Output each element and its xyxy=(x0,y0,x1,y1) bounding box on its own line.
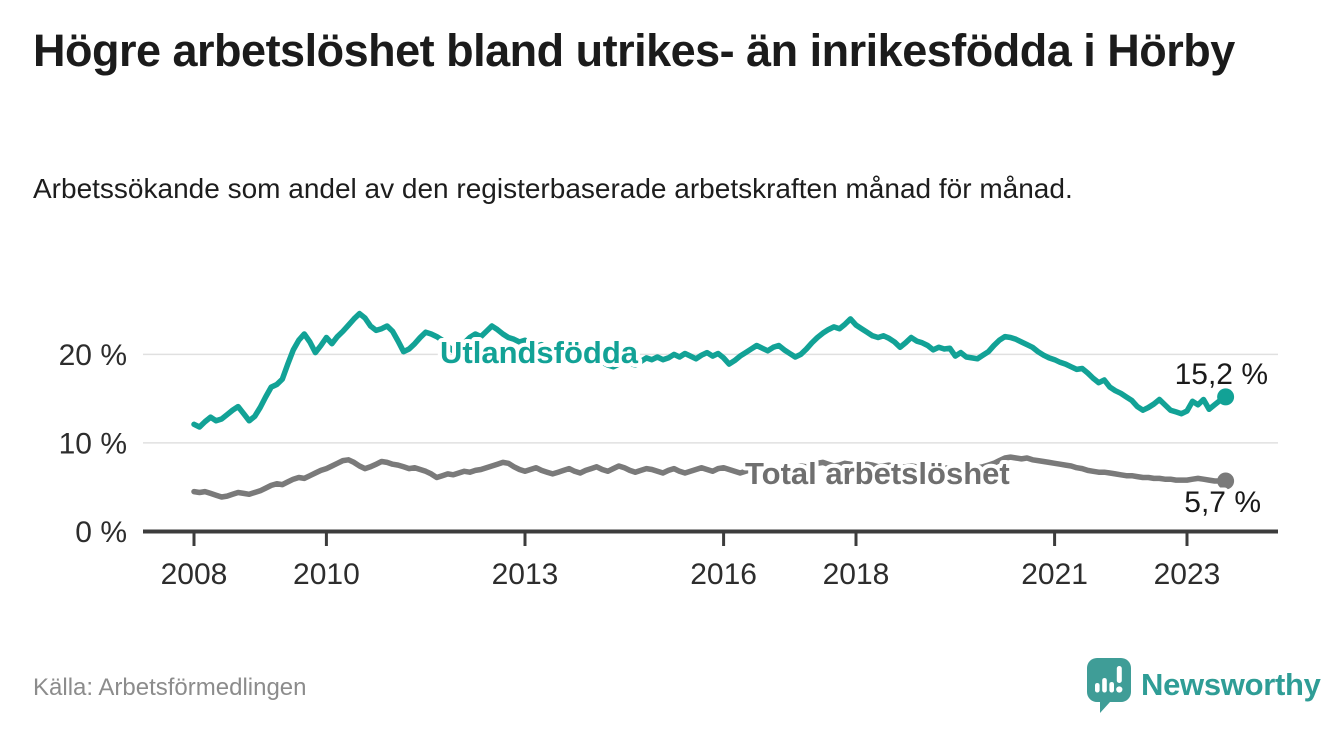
y-axis-tick-label: 20 % xyxy=(59,339,127,372)
series-label-total-arbetsloshet: Total arbetslöshet xyxy=(745,456,1010,491)
y-axis-tick-label: 10 % xyxy=(59,427,127,460)
chart-labels: 0 % 10 % 20 % 2008 2010 2013 2016 2018 2021 2023 U… xyxy=(59,331,1272,591)
page-title: Högre arbetslöshet bland utrikes- än inr… xyxy=(33,25,1235,76)
y-axis-tick-label: 0 % xyxy=(75,516,127,549)
series-endpoint-total-arbetsl-shet xyxy=(1217,472,1235,490)
brand-logo: Newsworthy xyxy=(1086,657,1321,713)
x-axis-tick-label: 2016 xyxy=(690,558,757,591)
source-note: Källa: Arbetsförmedlingen xyxy=(33,674,307,701)
value-label-total-arbetsloshet: 5,7 % xyxy=(1184,486,1261,519)
newsworthy-icon xyxy=(1087,658,1131,713)
series-endpoint-utlandsf-dda xyxy=(1217,388,1235,406)
brand-name: Newsworthy xyxy=(1141,667,1321,702)
series-line-utlandsf-dda xyxy=(191,310,1229,430)
chart-subtitle: Arbetssökande som andel av den registerb… xyxy=(33,173,1073,204)
value-label-utlandsfodda: 15,2 % xyxy=(1175,358,1268,391)
x-axis-tick-label: 2008 xyxy=(161,558,228,591)
x-axis xyxy=(143,529,1278,546)
x-axis-tick-label: 2010 xyxy=(293,558,360,591)
series-lines xyxy=(191,310,1235,500)
x-axis-tick-label: 2021 xyxy=(1021,558,1088,591)
x-axis-tick-label: 2013 xyxy=(492,558,559,591)
series-label-utlandsfodda: Utlandsfödda xyxy=(440,335,639,370)
series-line-total-arbetsl-shet xyxy=(191,454,1229,500)
x-axis-tick-label: 2018 xyxy=(823,558,890,591)
x-axis-tick-label: 2023 xyxy=(1154,558,1221,591)
gridlines xyxy=(143,353,1278,444)
